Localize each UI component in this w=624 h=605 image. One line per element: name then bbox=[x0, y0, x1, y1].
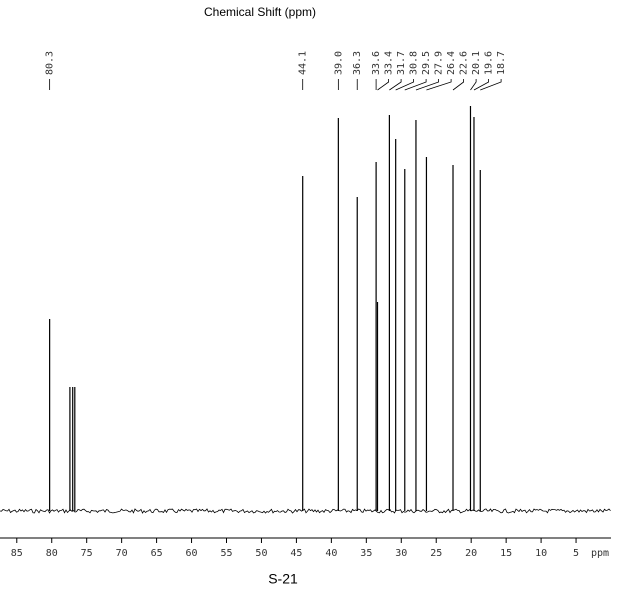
peak-label-leader bbox=[377, 79, 390, 91]
chart-title: Chemical Shift (ppm) bbox=[204, 5, 316, 19]
x-tick-label: 85 bbox=[11, 548, 23, 559]
peak-label: 22.6 bbox=[459, 51, 470, 75]
x-tick-label: 45 bbox=[290, 548, 302, 559]
peak-label: 27.9 bbox=[434, 51, 445, 75]
peak-label: 33.4 bbox=[384, 51, 395, 75]
x-tick-label: 40 bbox=[325, 548, 337, 559]
baseline-noise bbox=[0, 508, 611, 514]
x-tick-label: 55 bbox=[220, 548, 232, 559]
peak-label: 39.0 bbox=[333, 51, 344, 75]
peak-label: 80.3 bbox=[45, 51, 56, 75]
x-tick-label: 5 bbox=[573, 548, 579, 559]
peak-label: 31.7 bbox=[396, 51, 407, 75]
x-tick-label: 20 bbox=[465, 548, 477, 559]
peak-label-leader bbox=[389, 79, 402, 91]
peak-label: 44.1 bbox=[298, 51, 309, 75]
x-tick-label: 30 bbox=[395, 548, 407, 559]
x-tick-label: 80 bbox=[46, 548, 58, 559]
caption: S-21 bbox=[268, 571, 298, 587]
peak-label-leader bbox=[480, 79, 502, 91]
peak-label-leader bbox=[395, 79, 415, 91]
peak-label-leader bbox=[404, 79, 427, 91]
peak-label-leader bbox=[415, 79, 440, 91]
x-tick-label: 15 bbox=[500, 548, 512, 559]
peak-label-leader bbox=[426, 79, 452, 91]
peak-label: 19.6 bbox=[484, 51, 495, 75]
x-tick-label: 65 bbox=[151, 548, 163, 559]
peak-label: 26.4 bbox=[446, 51, 457, 75]
x-tick-label: 50 bbox=[255, 548, 267, 559]
x-tick-label: 75 bbox=[81, 548, 93, 559]
peak-label: 36.3 bbox=[352, 51, 363, 75]
x-tick-label: 25 bbox=[430, 548, 442, 559]
peak-label-leader bbox=[470, 79, 477, 91]
peak-label: 20.1 bbox=[471, 51, 482, 75]
peak-label-leader bbox=[452, 79, 465, 91]
peak-label-leader bbox=[473, 79, 490, 91]
peak-label: 30.8 bbox=[409, 51, 420, 75]
peak-label: 18.7 bbox=[496, 51, 507, 75]
x-tick-label: 10 bbox=[535, 548, 547, 559]
x-axis-label: ppm bbox=[591, 548, 609, 559]
x-tick-label: 60 bbox=[186, 548, 198, 559]
peak-label: 29.5 bbox=[421, 51, 432, 75]
x-tick-label: 70 bbox=[116, 548, 128, 559]
x-tick-label: 35 bbox=[360, 548, 372, 559]
peak-label: 33.6 bbox=[371, 51, 382, 75]
